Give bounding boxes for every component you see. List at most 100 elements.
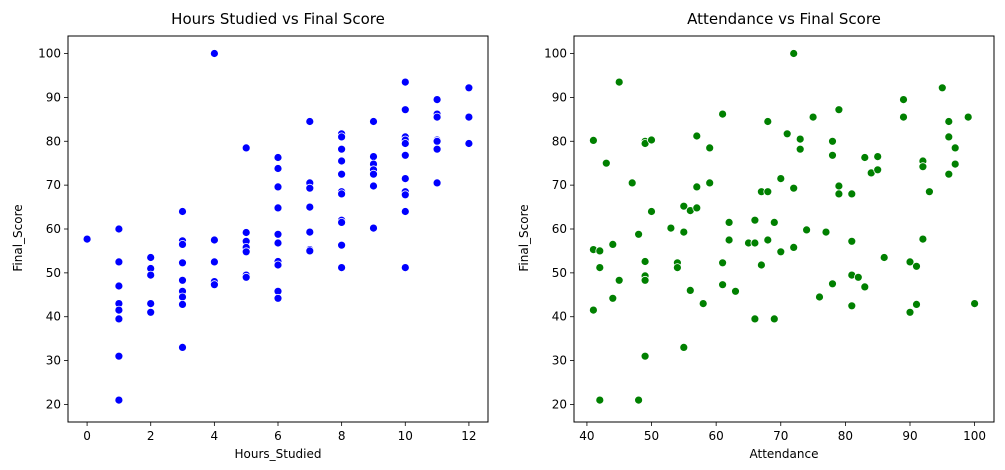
data-point: [114, 395, 124, 405]
data-point: [400, 190, 410, 200]
data-point: [795, 134, 805, 144]
data-point: [763, 187, 773, 197]
x-tick-label: 12: [461, 429, 476, 443]
data-point: [464, 139, 474, 148]
data-point: [860, 153, 870, 162]
data-point: [595, 246, 605, 256]
data-point: [808, 112, 818, 122]
x-tick-label: 90: [902, 429, 917, 443]
data-point: [698, 299, 708, 309]
x-tick-label: 6: [274, 429, 282, 443]
data-point: [305, 183, 315, 193]
y-tick-label: 20: [552, 397, 567, 411]
x-tick-label: 80: [838, 429, 853, 443]
data-point: [369, 223, 378, 233]
data-point: [853, 272, 863, 282]
data-point: [789, 242, 799, 252]
data-point: [647, 207, 656, 216]
y-tick-label: 60: [552, 222, 567, 236]
data-point: [944, 169, 954, 179]
data-point: [692, 203, 702, 213]
data-point: [146, 299, 156, 309]
data-point: [273, 164, 283, 173]
data-point: [950, 159, 960, 169]
data-point: [970, 299, 979, 309]
data-point: [925, 187, 934, 197]
data-point: [950, 143, 960, 153]
y-axis-label: Final_Score: [517, 204, 531, 271]
data-point: [847, 236, 857, 246]
data-point: [679, 342, 689, 352]
data-point: [464, 112, 474, 122]
marks: [589, 49, 979, 405]
data-point: [114, 351, 124, 361]
y-tick-label: 70: [552, 178, 567, 192]
data-point: [178, 258, 187, 268]
data-point: [815, 292, 824, 302]
y-tick-label: 30: [46, 354, 61, 368]
y-tick-label: 70: [46, 178, 61, 192]
y-tick-label: 100: [38, 47, 61, 61]
ticks: 0 2 4 6 8 10 12 20 30 40 50 60 70 80 90 100: [38, 47, 476, 443]
data-point: [724, 217, 734, 227]
data-point: [273, 229, 283, 239]
data-point: [178, 292, 187, 302]
data-point: [595, 395, 605, 405]
y-tick-label: 20: [46, 397, 61, 411]
data-point: [595, 263, 605, 273]
data-point: [705, 143, 715, 153]
data-point: [918, 234, 928, 244]
data-point: [369, 181, 378, 191]
x-tick-label: 70: [773, 429, 788, 443]
data-point: [114, 305, 124, 315]
ticks: 40 50 60 70 80 90 100 20 30 40 50 60 70 80 90 100: [544, 47, 986, 443]
data-point: [673, 263, 682, 273]
data-point: [589, 135, 598, 145]
data-point: [718, 109, 727, 119]
data-point: [432, 95, 442, 104]
data-point: [899, 95, 908, 104]
data-point: [828, 136, 837, 146]
data-point: [828, 279, 837, 289]
data-point: [789, 183, 799, 193]
data-point: [273, 182, 283, 192]
data-point: [912, 261, 921, 271]
y-tick-label: 30: [552, 354, 567, 368]
data-point: [905, 257, 915, 267]
data-point: [685, 285, 695, 295]
data-point: [209, 49, 219, 58]
x-tick-label: 0: [83, 429, 91, 443]
data-point: [400, 207, 410, 216]
data-point: [757, 260, 766, 270]
data-point: [241, 228, 251, 237]
data-point: [912, 299, 921, 309]
chart-title: Hours Studied vs Final Score: [171, 10, 385, 28]
chart-title: Attendance vs Final Score: [687, 10, 881, 28]
data-point: [944, 117, 954, 126]
data-point: [692, 182, 702, 192]
marks: [82, 49, 474, 405]
data-point: [782, 129, 792, 139]
data-point: [369, 169, 378, 179]
x-tick-label: 4: [211, 429, 219, 443]
y-tick-label: 80: [46, 134, 61, 148]
data-point: [789, 49, 799, 58]
data-point: [899, 112, 908, 122]
y-tick-label: 60: [46, 222, 61, 236]
y-tick-label: 100: [544, 47, 567, 61]
data-point: [209, 280, 219, 290]
data-point: [834, 189, 844, 199]
data-point: [400, 263, 410, 273]
data-point: [241, 272, 251, 282]
data-point: [769, 217, 779, 227]
data-point: [776, 247, 786, 257]
data-point: [589, 305, 598, 315]
data-point: [146, 270, 156, 280]
x-tick-label: 10: [398, 429, 413, 443]
data-point: [718, 280, 727, 290]
x-tick-label: 8: [338, 429, 346, 443]
y-tick-label: 90: [46, 90, 61, 104]
data-point: [944, 132, 954, 142]
data-point: [273, 203, 283, 213]
